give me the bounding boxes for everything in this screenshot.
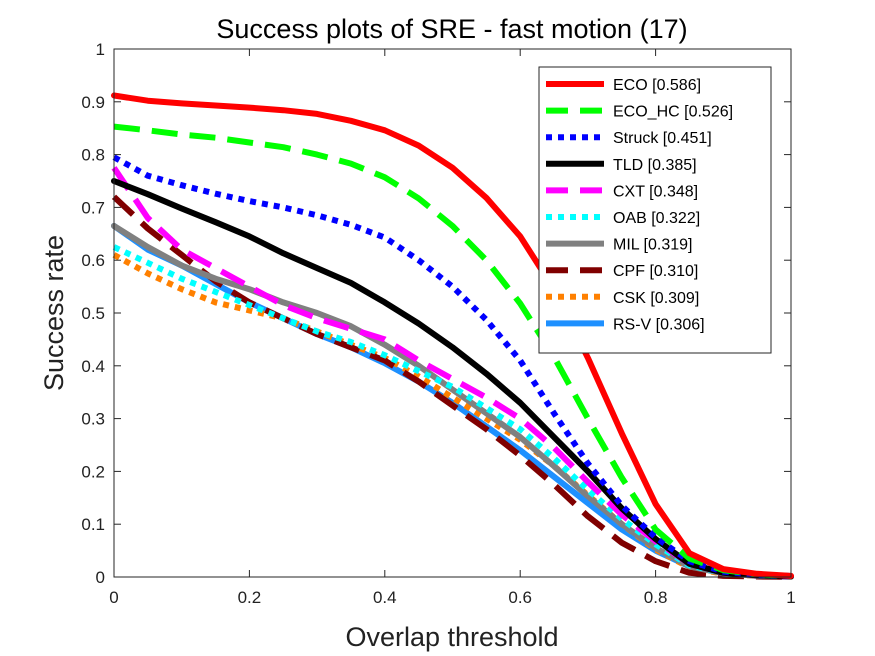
x-tick-label: 0.6	[508, 588, 532, 607]
y-tick-label: 0.8	[81, 146, 105, 165]
chart-title: Success plots of SRE - fast motion (17)	[216, 14, 687, 44]
y-tick-label: 0.9	[81, 93, 105, 112]
y-tick-label: 0.3	[81, 410, 105, 429]
legend-label: ECO_HC [0.526]	[613, 104, 733, 121]
legend-label: Struck [0.451]	[613, 130, 712, 147]
y-tick-label: 0.2	[81, 462, 105, 481]
series-line-cpf	[111, 194, 792, 580]
series-line-eco	[111, 92, 794, 579]
series-line-struck	[112, 154, 792, 579]
y-tick-label: 0.7	[81, 198, 105, 217]
y-axis-label: Success rate	[39, 235, 69, 391]
legend-label: ECO [0.586]	[613, 77, 701, 94]
y-tick-label: 0.6	[81, 251, 105, 270]
legend-label: CSK [0.309]	[613, 290, 699, 307]
y-tick-label: 0.4	[81, 357, 105, 376]
x-axis-label: Overlap threshold	[345, 622, 558, 652]
y-tick-label: 0	[96, 568, 105, 587]
legend-box	[538, 66, 772, 354]
series-line-eco_hc	[113, 123, 792, 579]
legend-label: RS-V [0.306]	[613, 316, 705, 333]
series-layer	[111, 92, 794, 580]
x-tick-label: 0	[109, 588, 118, 607]
x-tick-label: 0.4	[373, 588, 397, 607]
x-tick-label: 0.2	[238, 588, 262, 607]
legend-label: OAB [0.322]	[613, 210, 700, 227]
y-tick-label: 1	[96, 40, 105, 59]
legend-label: CPF [0.310]	[613, 263, 698, 280]
x-tick-label: 1	[786, 588, 795, 607]
legend: ECO [0.586] ECO_HC [0.526] Struck [0.451] T…	[538, 66, 772, 354]
x-tick-label: 0.8	[644, 588, 668, 607]
y-tick-label: 0.5	[81, 304, 105, 323]
legend-label: MIL [0.319]	[613, 237, 692, 254]
y-tick-label: 0.1	[81, 515, 105, 534]
legend-label: CXT [0.348]	[613, 183, 698, 200]
axes-layer: 0 0.2 0.4 0.6 0.8 1 0 0.1 0.2 0.3 0.4 0.5 0.6 0.7 0.8 0…	[81, 40, 795, 607]
legend-label: TLD [0.385]	[613, 157, 697, 174]
